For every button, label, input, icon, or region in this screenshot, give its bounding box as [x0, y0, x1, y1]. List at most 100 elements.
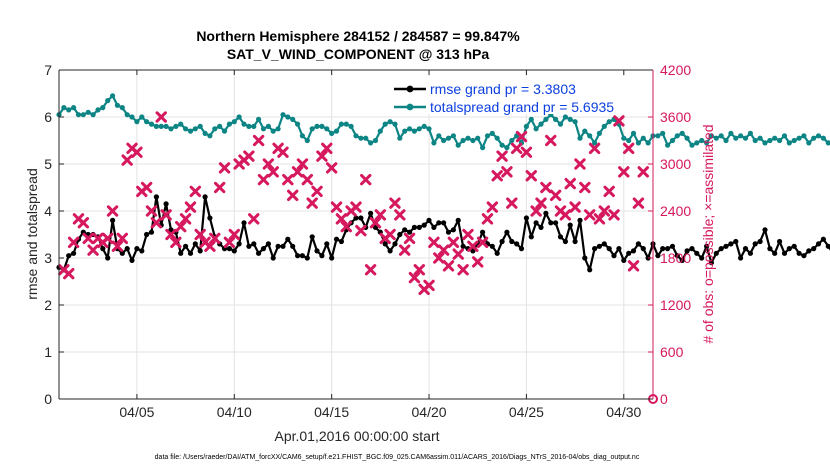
rmse-point	[139, 248, 145, 254]
spread-point	[153, 123, 159, 129]
rmse-point	[548, 220, 554, 226]
spread-point	[767, 137, 773, 144]
obs-assimilated-marker	[549, 189, 562, 202]
rmse-point	[752, 241, 758, 247]
obs-marker-stroke	[574, 158, 586, 170]
spread-point	[723, 137, 729, 144]
obs-marker-stroke	[179, 213, 192, 225]
spread-point	[509, 137, 515, 144]
spread-point	[421, 123, 427, 129]
spread-point	[441, 137, 447, 144]
rmse-point	[592, 246, 598, 252]
rmse-point	[236, 241, 242, 247]
obs-assimilated-marker	[472, 256, 484, 268]
rmse-point	[368, 210, 374, 216]
spread-point	[738, 133, 744, 139]
obs-assimilated-marker	[175, 220, 187, 233]
rmse-point	[441, 220, 447, 226]
obs-marker-stroke	[101, 232, 114, 245]
spread-point	[158, 123, 164, 129]
obs-assimilated-marker	[442, 260, 455, 272]
rmse-point	[270, 255, 276, 261]
spread-point	[251, 123, 257, 129]
obs-assimilated-marker	[389, 197, 401, 209]
spread-point	[61, 105, 67, 111]
rmse-point	[801, 253, 807, 259]
rmse-point	[704, 243, 710, 249]
rmse-point	[587, 267, 593, 273]
y-right-tick-label: 0	[660, 391, 668, 407]
obs-assimilated-marker	[360, 173, 372, 186]
spread-point	[820, 135, 827, 141]
obs-marker-stroke	[423, 279, 435, 292]
obs-marker-stroke	[584, 209, 596, 221]
obs-assimilated-marker	[457, 264, 469, 276]
rmse-point	[105, 255, 111, 261]
y-left-tick-label: 2	[44, 297, 52, 313]
obs-assimilated-marker	[209, 232, 221, 245]
obs-marker-stroke	[77, 217, 90, 229]
legend: rmse grand pr = 3.3803 totalspread grand…	[388, 76, 650, 115]
obs-assimilated-marker	[311, 185, 323, 198]
spread-point	[762, 140, 768, 146]
obs-assimilated-marker	[447, 236, 460, 249]
spread-point	[309, 126, 315, 132]
obs-assimilated-marker	[584, 209, 596, 221]
rmse-point	[407, 229, 413, 235]
spread-point	[815, 133, 822, 139]
obs-marker-stroke	[637, 166, 649, 178]
obs-marker-stroke	[433, 252, 445, 264]
obs-marker-stroke	[569, 201, 581, 213]
spread-point	[450, 133, 456, 139]
rmse-point	[124, 246, 130, 252]
obs-marker-stroke	[520, 146, 533, 158]
spread-point	[304, 137, 310, 144]
obs-marker-stroke	[476, 236, 489, 249]
obs-marker-stroke	[296, 158, 309, 170]
obs-marker-stroke	[530, 205, 542, 217]
obs-marker-stroke	[301, 173, 314, 186]
obs-assimilated-marker	[608, 209, 620, 221]
obs-marker-stroke	[282, 173, 294, 186]
spread-point	[256, 116, 262, 122]
spread-point	[377, 128, 383, 134]
rmse-point	[630, 248, 637, 254]
chart-title-line1: Northern Hemisphere 284152 / 284587 = 99…	[196, 28, 520, 44]
spread-point	[168, 126, 174, 132]
obs-marker-stroke	[355, 224, 367, 237]
obs-assimilated-marker	[165, 228, 177, 241]
obs-marker-stroke	[218, 162, 231, 174]
spread-point	[553, 116, 559, 122]
y-right-tick-label: 2400	[660, 203, 691, 219]
obs-marker-stroke	[228, 228, 240, 241]
rmse-point	[153, 194, 159, 200]
obs-marker-stroke	[248, 213, 260, 225]
rmse-point	[694, 250, 700, 256]
obs-marker-stroke	[540, 181, 552, 194]
rmse-point	[728, 241, 734, 247]
y-right-tick-label: 4200	[660, 62, 691, 78]
obs-assimilated-marker	[321, 142, 333, 155]
spread-point	[119, 105, 125, 111]
obs-marker-stroke	[311, 185, 323, 198]
spread-point	[392, 121, 398, 127]
spread-point	[265, 123, 271, 129]
rmse-point	[616, 246, 622, 252]
obs-assimilated-marker	[496, 150, 508, 162]
rmse-point	[324, 241, 330, 247]
obs-marker-stroke	[131, 146, 143, 158]
obs-marker-stroke	[335, 213, 348, 225]
obs-marker-stroke	[535, 197, 547, 209]
spread-point	[445, 135, 452, 141]
rmse-point	[796, 250, 802, 256]
rmse-point	[577, 217, 583, 223]
obs-marker-stroke	[63, 267, 75, 280]
spread-point	[202, 130, 208, 136]
spread-point	[801, 133, 807, 139]
obs-marker-stroke	[209, 232, 221, 245]
obs-assimilated-marker	[170, 236, 182, 249]
obs-marker-stroke	[608, 209, 620, 221]
spread-point	[134, 119, 140, 125]
